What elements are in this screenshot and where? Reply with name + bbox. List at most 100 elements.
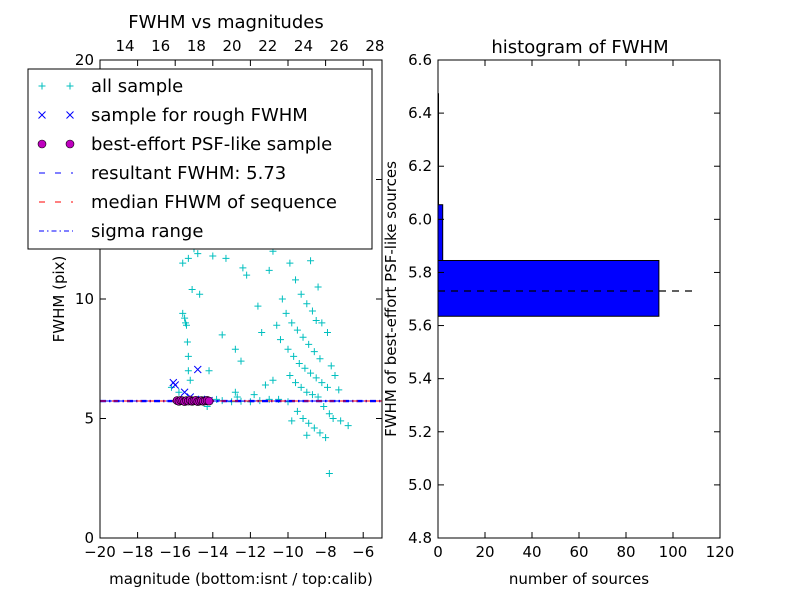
all-sample-point [269,376,277,384]
legend-circle-marker [37,139,47,149]
histogram-title: histogram of FWHM [491,37,668,58]
all-sample-point [323,383,331,391]
all-sample-point [293,326,301,334]
histogram-ticks: 0 20 40 60 80 100 120 4.8 5.0 5.2 5.4 5.6 5.8 6.0 6.2 6… [408,51,734,561]
all-sample-point [209,252,217,260]
legend-label: sigma range [91,221,203,242]
all-sample-point [273,321,281,329]
all-sample-point [278,295,286,303]
scatter-y-tick-label: 0 [84,529,94,547]
all-sample-point [290,352,298,360]
all-sample-point [194,250,202,258]
legend-plus-marker [66,82,74,90]
all-sample-point [196,290,204,298]
legend-plus-marker [38,82,46,90]
scatter-top-x-tick-label: 20 [223,37,242,55]
all-sample-point [320,403,328,411]
all-sample-point [308,307,316,315]
all-sample-point [184,254,192,262]
all-sample-point [231,388,239,396]
scatter-y-tick-label: 20 [75,51,94,69]
histogram-y-tick-label: 6.4 [408,104,432,122]
all-sample-point [310,348,318,356]
all-sample-point [305,419,313,427]
all-sample-point [322,434,330,442]
scatter-title: FWHM vs magnitudes [128,12,323,33]
all-sample-point [218,331,226,339]
all-sample-point [303,388,311,396]
histogram-x-tick-label: 100 [659,543,688,561]
legend-label: resultant FWHM: 5.73 [91,163,286,184]
legend-x-marker [66,111,74,119]
scatter-panel: FWHM vs magnitudes −20 −18 −16 −14 −12 −10 −8−… [27,12,384,588]
all-sample-point [265,266,273,274]
scatter-x-axis-label: magnitude (bottom:isnt / top:calib) [109,570,373,588]
histogram-y-axis-label: FWHM of best-effort PSF-like sources [382,161,400,437]
all-sample-point [233,393,241,401]
histogram-bar [437,259,660,317]
scatter-top-x-tick-label: 24 [294,37,313,55]
scatter-y-axis-label: FWHM (pix) [50,256,68,343]
all-sample-point [295,360,303,368]
all-sample-point [308,391,316,399]
all-sample-point [301,364,309,372]
all-sample-point [307,369,315,377]
all-sample-point [213,395,221,403]
legend-x-marker [38,111,46,119]
rough-fwhm-point [180,388,189,397]
all-sample-point [292,379,300,387]
all-sample-point [318,379,326,387]
histogram-x-tick-label: 40 [522,543,541,561]
all-sample-point [288,417,296,425]
all-sample-point [286,371,294,379]
histogram-x-tick-label: 60 [569,543,588,561]
histogram-x-tick-label: 80 [616,543,635,561]
all-sample-point [184,352,192,360]
all-sample-point [182,321,190,329]
all-sample-point [231,345,239,353]
legend-entry: median FHWM of sequence [39,192,337,213]
legend-entry: all sample [38,76,183,97]
all-sample-point [316,429,324,437]
scatter-x-tick-label: −8 [315,543,337,561]
all-sample-point [297,383,305,391]
histogram-y-tick-label: 5.6 [408,317,432,335]
all-sample-point [205,367,213,375]
all-sample-point [329,415,337,422]
all-sample-point [265,395,273,403]
rough-fwhm-point [193,365,202,374]
all-sample-point [299,333,307,341]
histogram-y-tick-label: 5.4 [408,370,432,388]
scatter-top-x-tick-label: 26 [330,37,349,55]
legend-entry: resultant FWHM: 5.73 [39,163,286,184]
all-sample-point [288,319,296,327]
all-sample-point [305,340,313,348]
histogram-x-tick-label: 120 [706,543,735,561]
all-sample-point [292,276,300,284]
all-sample-point [282,309,290,317]
all-sample-point [284,345,292,353]
legend-entry: best-effort PSF-like sample [37,134,332,155]
scatter-top-x-tick-label: 22 [258,37,277,55]
all-sample-point [286,259,294,267]
all-sample-point [179,259,187,267]
histogram-y-tick-label: 6.2 [408,157,432,175]
all-sample-point [314,283,322,291]
all-sample-point [335,386,343,394]
all-sample-point [303,300,311,308]
scatter-top-x-tick-label: 14 [115,37,134,55]
legend-label: best-effort PSF-like sample [91,134,332,155]
scatter-x-tick-label: −14 [197,543,229,561]
all-sample-point [179,309,187,317]
all-sample-point [175,388,183,396]
all-sample-point [222,254,230,262]
legend-label: sample for rough FWHM [91,105,308,126]
histogram-y-tick-label: 4.8 [408,529,432,547]
all-sample-point [312,374,320,382]
legend-entry: sample for rough FWHM [38,105,308,126]
all-sample-point [314,393,322,401]
all-sample-point [303,431,311,439]
legend-label: median FHWM of sequence [91,192,337,213]
all-sample-point [243,271,251,279]
rough-fwhm-point [171,381,180,389]
